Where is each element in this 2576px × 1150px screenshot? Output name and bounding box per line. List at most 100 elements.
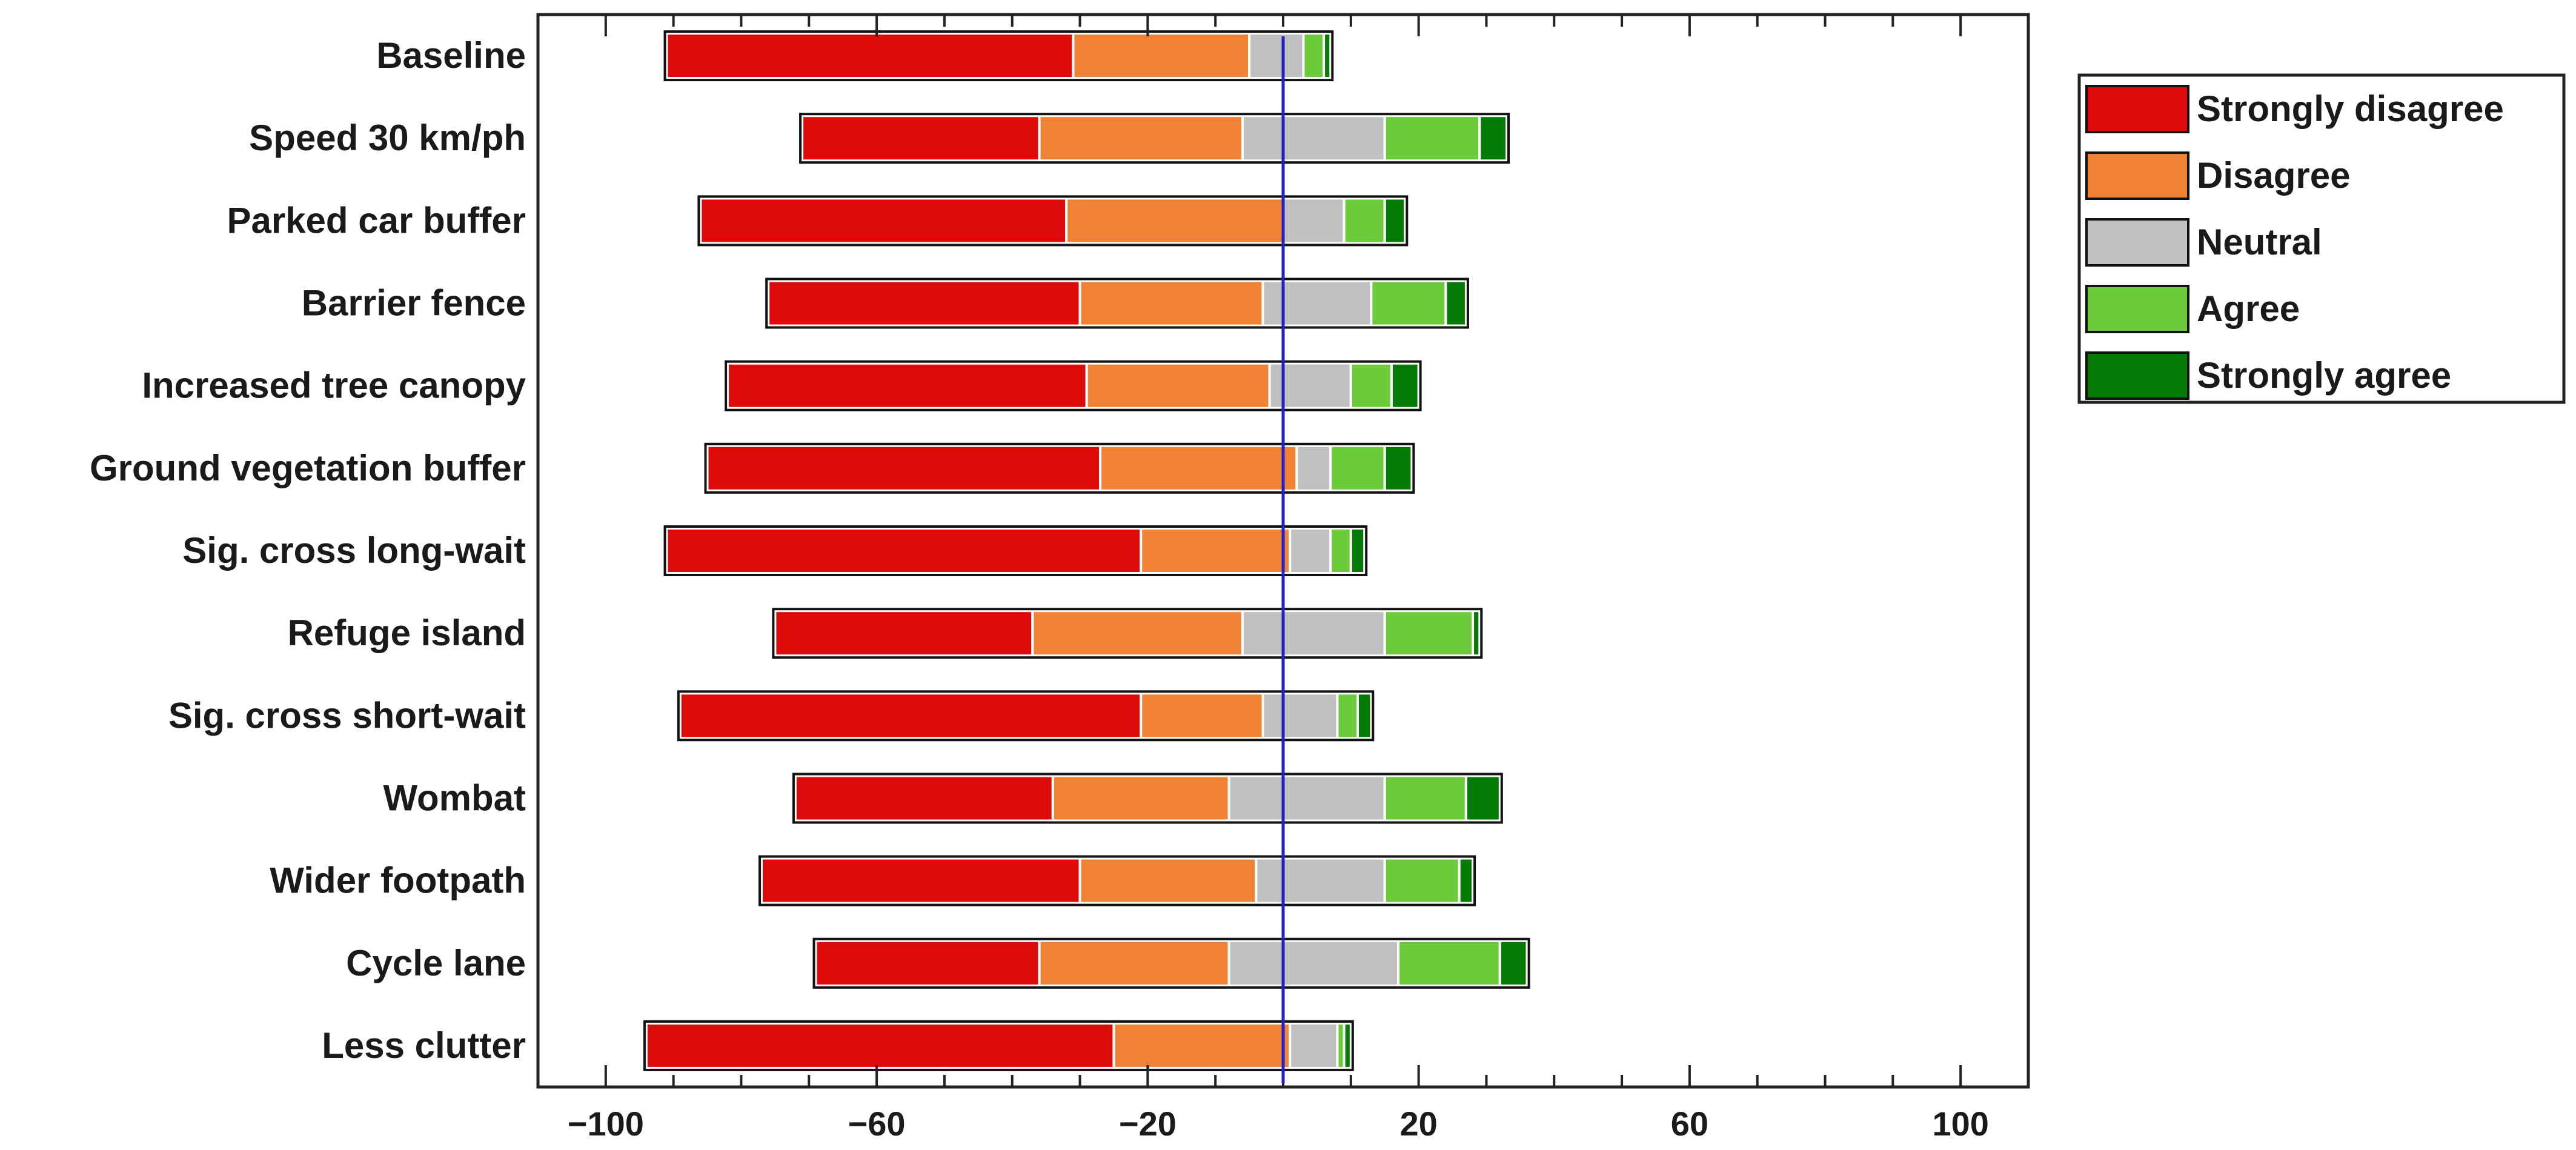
bar-segment	[1329, 444, 1386, 492]
bar-segment	[767, 279, 1081, 327]
category-label: Wombat	[383, 778, 526, 819]
category-labels: Baseline Speed 30 km/ph Parked car buffer B…	[90, 35, 526, 1066]
bar-segment	[1343, 1022, 1352, 1069]
x-tick-label: 20	[1399, 1105, 1437, 1143]
category-label: Cycle lane	[346, 943, 526, 983]
bar-row	[725, 360, 1422, 411]
category-label: Speed 30 km/ph	[249, 118, 526, 158]
bar-segment	[794, 774, 1054, 822]
bar-segment	[1289, 1022, 1339, 1069]
legend-items: Strongly disagree Disagree Neutral Agree Str…	[2085, 85, 2504, 400]
x-tick-label: −100	[568, 1105, 644, 1143]
x-tick-label: 60	[1671, 1105, 1708, 1143]
bar-segment	[1099, 444, 1298, 492]
category-label: Ground vegetation buffer	[90, 448, 526, 488]
category-label: Increased tree canopy	[142, 365, 526, 406]
bar-segment	[1038, 115, 1244, 162]
bar-outline	[759, 855, 1476, 906]
bar-outline	[677, 690, 1375, 742]
bar-segment	[706, 444, 1101, 492]
bar-segment	[1227, 939, 1399, 987]
bar-segment	[1112, 1022, 1292, 1069]
bar-segment	[1444, 279, 1467, 327]
bar-outline	[697, 195, 1409, 247]
bar-segment	[1078, 857, 1258, 905]
legend: Strongly disagree Disagree Neutral Agree Str…	[2077, 73, 2566, 404]
bar-segment	[665, 32, 1075, 80]
bar-segment	[1248, 32, 1305, 80]
bar-row	[765, 278, 1469, 329]
bar-outline	[799, 113, 1510, 164]
bar-segment	[1472, 610, 1481, 657]
bar-segment	[1336, 692, 1359, 740]
legend-item: Disagree	[2085, 151, 2350, 200]
bar-segment	[1383, 774, 1467, 822]
category-label: Baseline	[376, 35, 526, 76]
bar-segment	[774, 610, 1034, 657]
bar-segment	[1383, 444, 1413, 492]
legend-label: Disagree	[2197, 155, 2350, 196]
bar-row	[772, 608, 1483, 659]
bar-segment	[1343, 197, 1386, 245]
bar-row	[643, 1020, 1354, 1071]
x-tick-label: −60	[848, 1105, 906, 1143]
bar-segment	[1140, 692, 1264, 740]
category-label: Less clutter	[322, 1025, 526, 1066]
bar-segment	[1390, 362, 1420, 410]
bar-segment	[1065, 197, 1284, 245]
bar-segment	[1295, 444, 1332, 492]
bar-segment	[1383, 115, 1481, 162]
bar-segment	[1349, 362, 1393, 410]
bar-segment	[645, 1022, 1115, 1069]
legend-swatch	[2085, 151, 2189, 200]
legend-swatch	[2085, 85, 2189, 133]
bar-outline	[725, 360, 1422, 411]
bar-segment	[679, 692, 1143, 740]
bar-row	[697, 195, 1409, 247]
category-label: Wider footpath	[270, 860, 526, 901]
bar-segment	[760, 857, 1081, 905]
x-tick-label: 100	[1932, 1105, 1988, 1143]
legend-label: Neutral	[2197, 222, 2322, 262]
bar-segment	[801, 115, 1041, 162]
bar-segment	[1302, 32, 1325, 80]
bar-segment	[699, 197, 1068, 245]
category-label: Refuge island	[288, 613, 526, 653]
category-label: Parked car buffer	[227, 200, 526, 241]
bar-outline	[663, 30, 1334, 82]
bar-segment	[1255, 857, 1386, 905]
bar-row	[663, 525, 1368, 576]
bar-segment	[1085, 362, 1271, 410]
bar-row	[792, 773, 1503, 824]
bar-segment	[1464, 774, 1501, 822]
bar-segment	[1038, 939, 1230, 987]
bar-segment	[1356, 692, 1373, 740]
legend-item: Strongly disagree	[2085, 85, 2504, 133]
bar-segment	[1383, 197, 1407, 245]
bar-segment	[1289, 527, 1332, 574]
bar-segment	[726, 362, 1088, 410]
bar-outline	[765, 278, 1469, 329]
bar-segment	[1498, 939, 1529, 987]
legend-item: Strongly agree	[2085, 351, 2451, 400]
bar-segment	[665, 527, 1143, 574]
bar-outline	[812, 937, 1530, 989]
legend-item: Neutral	[2085, 218, 2322, 267]
category-label: Barrier fence	[302, 283, 526, 324]
bar-row	[812, 937, 1530, 989]
bar-segment	[1227, 774, 1386, 822]
bar-row	[704, 442, 1415, 494]
bar-segment	[1349, 527, 1366, 574]
bar-row	[677, 690, 1375, 742]
bar-segment	[1478, 115, 1509, 162]
bar-outline	[792, 773, 1503, 824]
bar-row	[759, 855, 1476, 906]
legend-label: Strongly agree	[2197, 355, 2451, 396]
bar-outline	[772, 608, 1483, 659]
bar-segment	[1329, 527, 1352, 574]
bar-segment	[814, 939, 1041, 987]
bar-segment	[1241, 610, 1386, 657]
x-tick-label: −20	[1119, 1105, 1177, 1143]
bar-segment	[1458, 857, 1475, 905]
